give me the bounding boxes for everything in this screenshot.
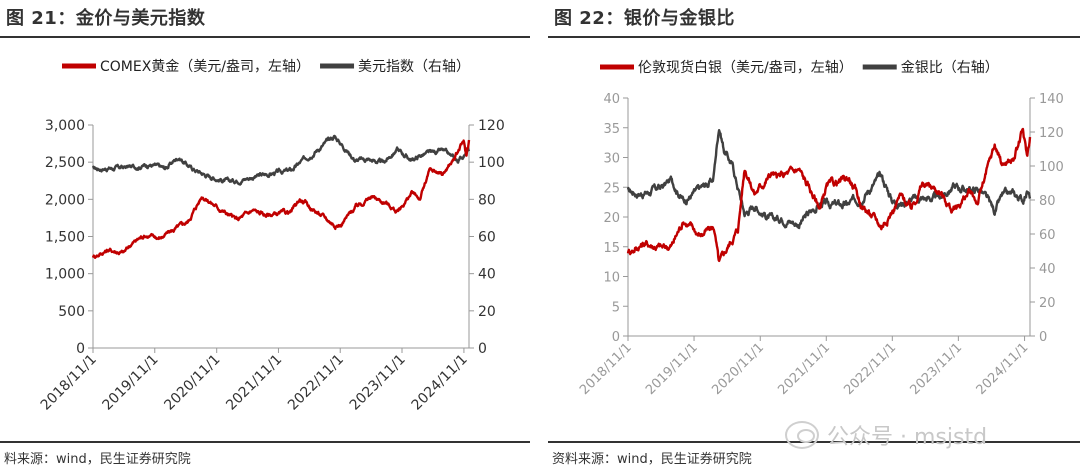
watermark-text: 公众号 · msjstd — [827, 425, 988, 450]
y-left-tick-label: 2,000 — [45, 192, 85, 208]
y-right-tick-label: 60 — [1039, 228, 1056, 243]
y-right-tick-label: 80 — [478, 192, 496, 208]
y-left-tick-label: 35 — [603, 122, 620, 137]
x-tick-label: 2024/11/1 — [409, 352, 471, 414]
x-tick-label: 2020/11/1 — [161, 352, 223, 414]
source-note: 资料来源：wind，民生证券研究院 — [552, 452, 752, 467]
x-tick-label: 2021/11/1 — [223, 352, 285, 414]
y-right-tick-label: 140 — [1039, 92, 1064, 107]
y-left-tick-label: 1,000 — [45, 267, 85, 283]
y-right-tick-label: 80 — [1039, 194, 1056, 209]
wechat-watermark: 公众号 · msjstd — [785, 418, 1055, 452]
source-note: 料来源：wind，民生证券研究院 — [4, 452, 191, 467]
gold-dollar-chart: 0 500 1,000 1,500 2,000 2,500 3,000 0 20 40 60 80 10… — [38, 58, 505, 414]
y-right-tick-label: 100 — [1039, 160, 1064, 175]
y-left-tick-label: 5 — [612, 300, 620, 315]
y-right-tick-label: 60 — [478, 230, 496, 246]
y-right-tick-label: 120 — [478, 118, 505, 134]
y-left-tick-label: 30 — [603, 152, 620, 167]
title-rule — [548, 36, 1080, 38]
wechat-icon — [785, 421, 819, 449]
x-tick-label: 2019/11/1 — [100, 352, 162, 414]
y-left-tick-label: 3,000 — [45, 118, 85, 134]
y-right-tick-label: 0 — [478, 341, 487, 357]
y-right-tick-label: 40 — [478, 267, 496, 283]
silver-ratio-chart: 0 5 10 15 20 25 30 35 40 0 20 40 60 80 100 120 140 2018/1… — [577, 59, 1064, 398]
x-tick-label: 2022/11/1 — [285, 352, 347, 414]
x-tick-label: 2023/11/1 — [907, 340, 965, 398]
source-rule — [0, 441, 530, 443]
x-tick-label: 2021/11/1 — [775, 340, 833, 398]
panel-silver-ratio: 图 22：银价与金银比 0 5 10 15 20 25 30 35 40 0 20 40 60 80 100… — [548, 0, 1080, 476]
figure-title: 图 22：银价与金银比 — [554, 8, 735, 29]
x-tick-label: 2020/11/1 — [709, 340, 767, 398]
y-right-tick-label: 20 — [478, 304, 496, 320]
figure-title: 图 21：金价与美元指数 — [6, 8, 206, 29]
y-left-tick-label: 0 — [76, 341, 85, 357]
x-tick-label: 2022/11/1 — [841, 340, 899, 398]
legend-label: COMEX黄金（美元/盎司，左轴） — [100, 58, 310, 75]
series-line-right-axis — [91, 134, 471, 186]
y-left-tick-label: 500 — [58, 304, 85, 320]
series-line-left-axis — [626, 127, 1032, 263]
x-tick-label: 2019/11/1 — [643, 340, 701, 398]
x-tick-label: 2018/11/1 — [577, 340, 635, 398]
y-left-tick-label: 1,500 — [45, 230, 85, 246]
series-line-left-axis — [91, 139, 471, 259]
legend-label: 美元指数（右轴） — [358, 59, 470, 75]
y-right-tick-label: 120 — [1039, 126, 1064, 141]
y-left-tick-label: 2,500 — [45, 155, 85, 171]
y-left-tick-label: 15 — [603, 241, 620, 256]
y-right-tick-label: 40 — [1039, 262, 1056, 277]
title-rule — [0, 36, 530, 38]
x-tick-label: 2024/11/1 — [974, 340, 1032, 398]
y-left-tick-label: 20 — [603, 211, 620, 226]
y-left-tick-label: 0 — [612, 330, 620, 345]
series-line-right-axis — [626, 129, 1032, 230]
y-left-tick-label: 40 — [603, 92, 620, 107]
legend-label: 伦敦现货白银（美元/盎司，左轴） — [638, 59, 853, 76]
y-right-tick-label: 20 — [1039, 296, 1056, 311]
legend-label: 金银比（右轴） — [901, 60, 999, 76]
y-right-tick-label: 100 — [478, 155, 505, 171]
y-left-tick-label: 25 — [603, 181, 620, 196]
y-right-tick-label: 0 — [1039, 330, 1047, 345]
panel-gold-dollar: 图 21：金价与美元指数 0 500 1,000 1,500 2,000 2,500 3,0… — [0, 0, 530, 476]
x-tick-label: 2023/11/1 — [347, 352, 409, 414]
x-tick-label: 2018/11/1 — [38, 352, 100, 414]
y-left-tick-label: 10 — [603, 271, 620, 286]
